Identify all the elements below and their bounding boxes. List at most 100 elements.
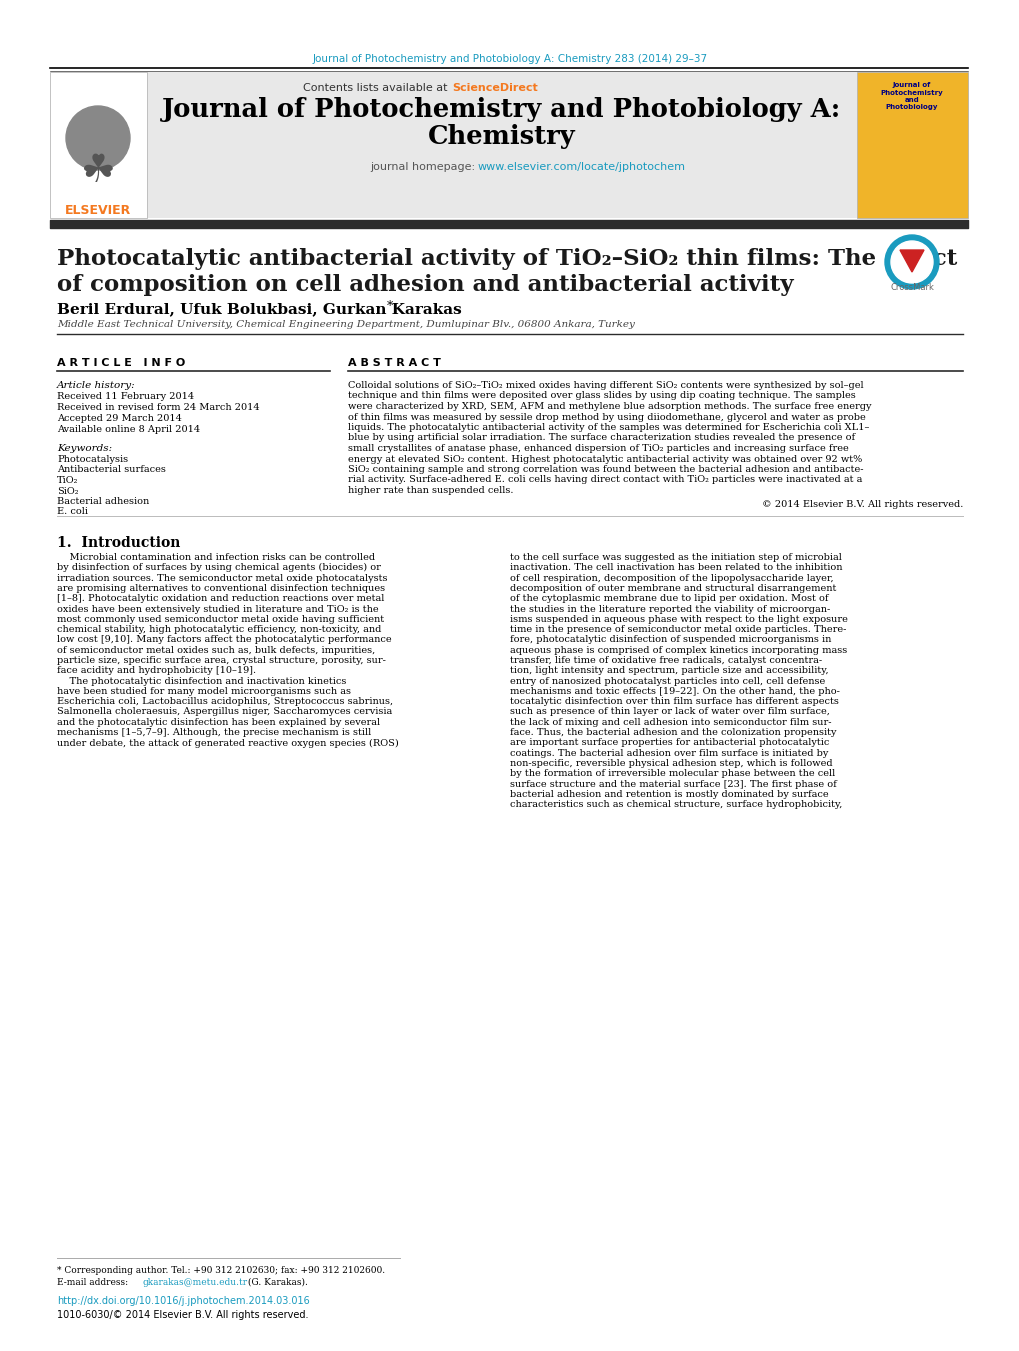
Bar [147, 72, 856, 218]
Text: TiO₂: TiO₂ [57, 476, 78, 485]
Text: Journal of Photochemistry and Photobiology A:: Journal of Photochemistry and Photobiolo… [162, 97, 841, 122]
Text: E. coli: E. coli [57, 508, 88, 516]
Bar [50, 72, 147, 218]
Text: liquids. The photocatalytic antibacterial activity of the samples was determined: liquids. The photocatalytic antibacteria… [347, 423, 868, 432]
Text: Accepted 29 March 2014: Accepted 29 March 2014 [57, 413, 181, 423]
Text: Bacterial adhesion: Bacterial adhesion [57, 497, 149, 507]
Text: Photocatalysis: Photocatalysis [57, 455, 128, 463]
Text: were characterized by XRD, SEM, AFM and methylene blue adsorption methods. The s: were characterized by XRD, SEM, AFM and … [347, 403, 870, 411]
Text: Microbial contamination and infection risks can be controlled: Microbial contamination and infection ri… [57, 553, 375, 562]
Text: gkarakas@metu.edu.tr: gkarakas@metu.edu.tr [143, 1278, 248, 1288]
Text: small crystallites of anatase phase, enhanced dispersion of TiO₂ particles and i: small crystallites of anatase phase, enh… [347, 444, 848, 453]
Text: SiO₂: SiO₂ [57, 486, 78, 496]
Text: ☘: ☘ [81, 153, 115, 190]
Text: of thin films was measured by sessile drop method by using diiodomethane, glycer: of thin films was measured by sessile dr… [347, 412, 865, 422]
Text: Middle East Technical University, Chemical Engineering Department, Dumlupinar Bl: Middle East Technical University, Chemic… [57, 320, 634, 330]
Text: time in the presence of semiconductor metal oxide particles. There-: time in the presence of semiconductor me… [510, 626, 846, 634]
Text: have been studied for many model microorganisms such as: have been studied for many model microor… [57, 686, 351, 696]
Text: rial activity. Surface-adhered E. coli cells having direct contact with TiO₂ par: rial activity. Surface-adhered E. coli c… [347, 476, 861, 485]
Text: technique and thin films were deposited over glass slides by using dip coating t: technique and thin films were deposited … [347, 392, 855, 400]
Text: chemical stability, high photocatalytic efficiency, non-toxicity, and: chemical stability, high photocatalytic … [57, 626, 381, 634]
Text: and the photocatalytic disinfection has been explained by several: and the photocatalytic disinfection has … [57, 717, 380, 727]
Text: surface structure and the material surface [23]. The first phase of: surface structure and the material surfa… [510, 780, 836, 789]
Text: aqueous phase is comprised of complex kinetics incorporating mass: aqueous phase is comprised of complex ki… [510, 646, 847, 655]
Text: face acidity and hydrophobicity [10–19].: face acidity and hydrophobicity [10–19]. [57, 666, 256, 676]
Text: 1.  Introduction: 1. Introduction [57, 536, 180, 550]
Text: to the cell surface was suggested as the initiation step of microbial: to the cell surface was suggested as the… [510, 553, 841, 562]
Text: of semiconductor metal oxides such as, bulk defects, impurities,: of semiconductor metal oxides such as, b… [57, 646, 375, 655]
Text: Salmonella choleraesuis, Aspergillus niger, Saccharomyces cervisia: Salmonella choleraesuis, Aspergillus nig… [57, 708, 392, 716]
Text: Antibacterial surfaces: Antibacterial surfaces [57, 466, 166, 474]
Text: Journal of
Photochemistry
and
Photobiology: Journal of Photochemistry and Photobiolo… [879, 82, 943, 111]
Text: The photocatalytic disinfection and inactivation kinetics: The photocatalytic disinfection and inac… [57, 677, 346, 685]
Text: fore, photocatalytic disinfection of suspended microorganisms in: fore, photocatalytic disinfection of sus… [510, 635, 830, 644]
Text: such as presence of thin layer or lack of water over film surface,: such as presence of thin layer or lack o… [510, 708, 829, 716]
Text: http://dx.doi.org/10.1016/j.jphotochem.2014.03.016: http://dx.doi.org/10.1016/j.jphotochem.2… [57, 1296, 310, 1306]
Text: (G. Karakas).: (G. Karakas). [245, 1278, 308, 1288]
Text: particle size, specific surface area, crystal structure, porosity, sur-: particle size, specific surface area, cr… [57, 657, 385, 665]
Text: non-specific, reversible physical adhesion step, which is followed: non-specific, reversible physical adhesi… [510, 759, 832, 767]
Text: of composition on cell adhesion and antibacterial activity: of composition on cell adhesion and anti… [57, 274, 793, 296]
Text: bacterial adhesion and retention is mostly dominated by surface: bacterial adhesion and retention is most… [510, 790, 827, 798]
Text: of cell respiration, decomposition of the lipopolysaccharide layer,: of cell respiration, decomposition of th… [510, 574, 833, 582]
Text: coatings. The bacterial adhesion over film surface is initiated by: coatings. The bacterial adhesion over fi… [510, 748, 827, 758]
Polygon shape [899, 250, 923, 272]
Text: face. Thus, the bacterial adhesion and the colonization propensity: face. Thus, the bacterial adhesion and t… [510, 728, 836, 738]
Text: isms suspended in aqueous phase with respect to the light exposure: isms suspended in aqueous phase with res… [510, 615, 847, 624]
Text: of the cytoplasmic membrane due to lipid per oxidation. Most of: of the cytoplasmic membrane due to lipid… [510, 594, 827, 603]
Text: Article history:: Article history: [57, 381, 136, 390]
Text: blue by using artificial solar irradiation. The surface characterization studies: blue by using artificial solar irradiati… [347, 434, 854, 443]
Text: low cost [9,10]. Many factors affect the photocatalytic performance: low cost [9,10]. Many factors affect the… [57, 635, 391, 644]
Text: journal homepage:: journal homepage: [370, 162, 475, 172]
Text: [1–8]. Photocatalytic oxidation and reduction reactions over metal: [1–8]. Photocatalytic oxidation and redu… [57, 594, 384, 603]
Text: Received 11 February 2014: Received 11 February 2014 [57, 392, 194, 401]
Text: tion, light intensity and spectrum, particle size and accessibility,: tion, light intensity and spectrum, part… [510, 666, 827, 676]
Text: by disinfection of surfaces by using chemical agents (biocides) or: by disinfection of surfaces by using che… [57, 563, 380, 573]
Text: energy at elevated SiO₂ content. Highest photocatalytic antibacterial activity w: energy at elevated SiO₂ content. Highest… [347, 454, 861, 463]
Text: Escherichia coli, Lactobacillus acidophilus, Streptococcus sabrinus,: Escherichia coli, Lactobacillus acidophi… [57, 697, 392, 707]
Text: CrossMark: CrossMark [890, 282, 933, 292]
Text: Keywords:: Keywords: [57, 444, 112, 453]
Text: transfer, life time of oxidative free radicals, catalyst concentra-: transfer, life time of oxidative free ra… [510, 657, 821, 665]
Text: * Corresponding author. Tel.: +90 312 2102630; fax: +90 312 2102600.: * Corresponding author. Tel.: +90 312 21… [57, 1266, 385, 1275]
Text: by the formation of irreversible molecular phase between the cell: by the formation of irreversible molecul… [510, 769, 835, 778]
Text: Contents lists available at: Contents lists available at [303, 82, 450, 93]
Text: most commonly used semiconductor metal oxide having sufficient: most commonly used semiconductor metal o… [57, 615, 384, 624]
Circle shape [891, 240, 932, 282]
Text: tocatalytic disinfection over thin film surface has different aspects: tocatalytic disinfection over thin film … [510, 697, 838, 707]
Text: Photocatalytic antibacterial activity of TiO₂–SiO₂ thin films: The effect: Photocatalytic antibacterial activity of… [57, 249, 956, 270]
Text: Chemistry: Chemistry [428, 124, 576, 149]
Text: under debate, the attack of generated reactive oxygen species (ROS): under debate, the attack of generated re… [57, 739, 398, 747]
Text: Journal of Photochemistry and Photobiology A: Chemistry 283 (2014) 29–37: Journal of Photochemistry and Photobiolo… [312, 54, 707, 63]
Text: the lack of mixing and cell adhesion into semiconductor film sur-: the lack of mixing and cell adhesion int… [510, 717, 830, 727]
Bar [856, 72, 967, 218]
Text: are important surface properties for antibacterial photocatalytic: are important surface properties for ant… [510, 739, 828, 747]
Text: mechanisms [1–5,7–9]. Although, the precise mechanism is still: mechanisms [1–5,7–9]. Although, the prec… [57, 728, 371, 738]
Text: characteristics such as chemical structure, surface hydrophobicity,: characteristics such as chemical structu… [510, 800, 842, 809]
Text: are promising alternatives to conventional disinfection techniques: are promising alternatives to convention… [57, 584, 385, 593]
Text: E-mail address:: E-mail address: [57, 1278, 130, 1288]
Text: Colloidal solutions of SiO₂–TiO₂ mixed oxides having different SiO₂ contents wer: Colloidal solutions of SiO₂–TiO₂ mixed o… [347, 381, 863, 390]
Text: irradiation sources. The semiconductor metal oxide photocatalysts: irradiation sources. The semiconductor m… [57, 574, 387, 582]
Text: © 2014 Elsevier B.V. All rights reserved.: © 2014 Elsevier B.V. All rights reserved… [761, 500, 962, 509]
Text: oxides have been extensively studied in literature and TiO₂ is the: oxides have been extensively studied in … [57, 604, 378, 613]
Circle shape [884, 235, 938, 289]
Text: ScienceDirect: ScienceDirect [451, 82, 537, 93]
Text: 1010-6030/© 2014 Elsevier B.V. All rights reserved.: 1010-6030/© 2014 Elsevier B.V. All right… [57, 1310, 308, 1320]
Text: ELSEVIER: ELSEVIER [65, 204, 131, 218]
Text: decomposition of outer membrane and structural disarrangement: decomposition of outer membrane and stru… [510, 584, 836, 593]
Text: www.elsevier.com/locate/jphotochem: www.elsevier.com/locate/jphotochem [478, 162, 686, 172]
Text: entry of nanosized photocatalyst particles into cell, cell defense: entry of nanosized photocatalyst particl… [510, 677, 824, 685]
Text: higher rate than suspended cells.: higher rate than suspended cells. [347, 486, 513, 494]
Text: Available online 8 April 2014: Available online 8 April 2014 [57, 426, 200, 434]
Text: A B S T R A C T: A B S T R A C T [347, 358, 440, 367]
Text: Received in revised form 24 March 2014: Received in revised form 24 March 2014 [57, 403, 260, 412]
Text: SiO₂ containing sample and strong correlation was found between the bacterial ad: SiO₂ containing sample and strong correl… [347, 465, 863, 474]
Text: *: * [386, 300, 393, 313]
Circle shape [66, 105, 129, 170]
Text: Beril Erdural, Ufuk Bolukbasi, Gurkan Karakas: Beril Erdural, Ufuk Bolukbasi, Gurkan Ka… [57, 303, 462, 316]
Text: A R T I C L E   I N F O: A R T I C L E I N F O [57, 358, 185, 367]
Text: inactivation. The cell inactivation has been related to the inhibition: inactivation. The cell inactivation has … [510, 563, 842, 573]
Text: mechanisms and toxic effects [19–22]. On the other hand, the pho-: mechanisms and toxic effects [19–22]. On… [510, 686, 839, 696]
Text: the studies in the literature reported the viability of microorgan-: the studies in the literature reported t… [510, 604, 829, 613]
